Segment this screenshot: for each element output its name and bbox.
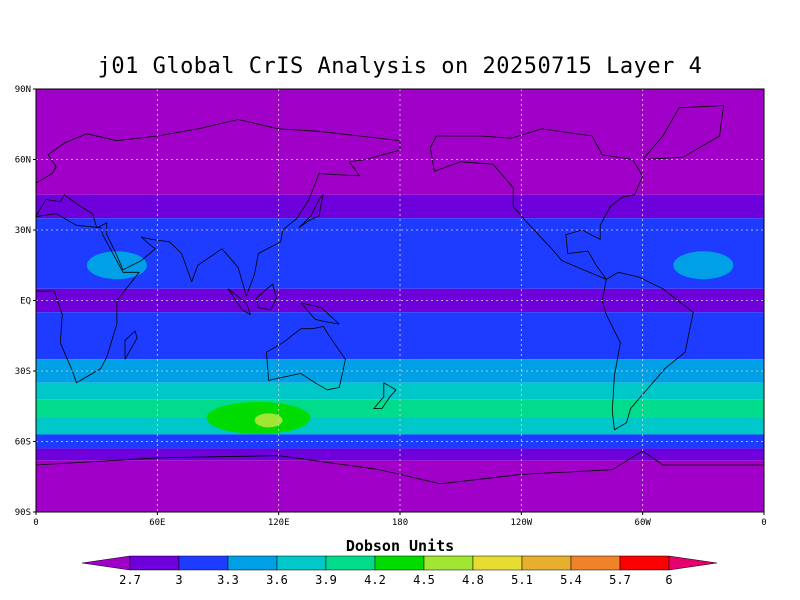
colorbar-box-6 [423,555,474,571]
field-band-11 [36,434,764,449]
colorbar-box-1 [178,555,229,571]
map-title: j01 Global CrIS Analysis on 20250715 Lay… [97,54,703,79]
coast-eurasia [36,119,401,297]
latitude-labels: 90N 60N 30N EQ 30S 60S 90S [15,85,36,518]
colorbar-label-8: 5.1 [511,573,533,587]
colorbar-label-3: 3.6 [266,573,288,587]
colorbar-box-7 [472,555,523,571]
colorbar-labels: 2.7 3 3.3 3.6 3.9 4.2 4.5 4.8 5.1 5.4 5.7 6 [119,573,672,587]
lat-label-3: EQ [20,297,31,307]
lon-label-5: 60W [635,518,652,528]
lat-label-0: 90N [15,85,31,95]
colorbar-label-5: 4.2 [364,573,386,587]
colorbar-title: Dobson Units [345,537,455,555]
colorbar-arrow-high [668,555,718,571]
colorbar-label-1: 3 [175,573,182,587]
coast-greenland [642,105,724,160]
coast-japan [298,194,324,229]
coast-borneo [256,283,278,311]
colorbar-arrow-low [81,555,131,571]
lat-label-1: 60N [15,156,31,166]
coast-nz [373,382,397,410]
field-anomaly-3 [673,251,734,280]
colorbar-label-7: 4.8 [462,573,484,587]
lon-label-1: 60E [149,518,165,528]
field-band-13 [36,460,764,512]
field-band-4 [36,253,764,289]
lon-label-0: 0 [33,518,38,528]
colorbar-label-10: 5.7 [609,573,631,587]
lon-label-3: 180 [392,518,408,528]
coast-australia [266,325,346,391]
lon-label-4: 120W [510,518,532,528]
colorbar-label-2: 3.3 [217,573,239,587]
lat-label-4: 30S [15,367,31,377]
colorbar-label-0: 2.7 [119,573,141,587]
longitude-labels: 0 60E 120E 180 120W 60W 0 [33,512,767,528]
colorbar-label-11: 6 [665,573,672,587]
colorbar-box-2 [227,555,278,571]
coast-newguinea [300,302,340,325]
coast-madagascar [124,330,138,360]
lon-label-2: 120E [268,518,290,528]
colorbar-label-4: 3.9 [315,573,337,587]
gridlines [36,89,764,512]
colorbar-box-8 [521,555,572,571]
lat-label-2: 30N [15,226,31,236]
lon-label-6: 0 [761,518,766,528]
coast-southamerica [601,271,694,431]
colorbar-label-6: 4.5 [413,573,435,587]
coast-sumatra [227,288,251,316]
field-anomaly-1 [254,413,283,428]
field-band-1 [36,194,764,219]
colorbar-box-0 [129,555,180,571]
colorbar-box-3 [276,555,327,571]
colorbar-box-9 [570,555,621,571]
colorbar-box-4 [325,555,376,571]
coast-antarctica [36,450,764,485]
coast-africa [36,213,140,384]
colorbar-box-5 [374,555,425,571]
lat-label-6: 90S [15,508,31,518]
colorbar [81,555,718,571]
colorbar-label-9: 5.4 [560,573,582,587]
lat-label-5: 60S [15,438,31,448]
field-band-3 [36,230,764,254]
colorbar-box-10 [619,555,670,571]
